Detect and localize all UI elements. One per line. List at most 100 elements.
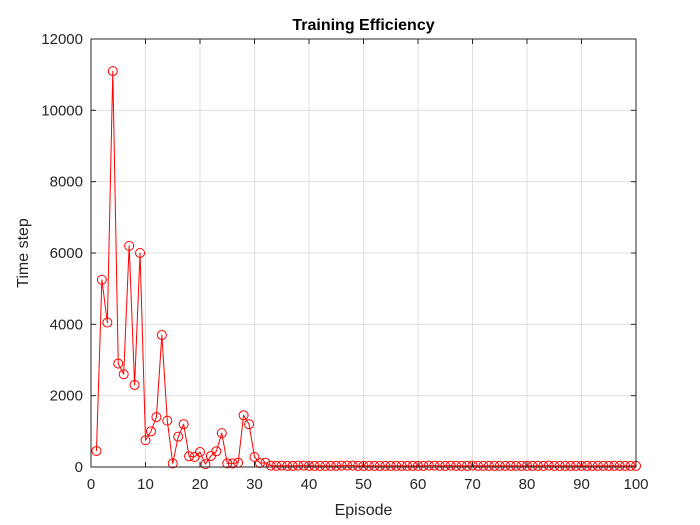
data-point [478, 460, 489, 471]
data-point [342, 460, 353, 471]
data-point [216, 428, 227, 439]
data-point [620, 460, 631, 471]
data-point [483, 460, 494, 471]
data-point [91, 445, 102, 456]
data-point [211, 446, 222, 457]
data-point [554, 460, 565, 471]
data-point [445, 460, 456, 471]
data-point [500, 460, 511, 471]
x-tick-label: 100 [623, 476, 648, 493]
data-point [462, 460, 473, 471]
y-tick-label: 12000 [41, 31, 83, 48]
data-point [369, 460, 380, 471]
data-point [614, 460, 625, 471]
data-point [363, 460, 374, 471]
data-point [325, 460, 336, 471]
data-series [91, 66, 641, 471]
data-point [358, 460, 369, 471]
data-point [107, 66, 118, 77]
data-point [429, 460, 440, 471]
data-point [178, 419, 189, 430]
data-point [222, 458, 233, 469]
x-tick-label: 80 [519, 476, 536, 493]
data-point [587, 460, 598, 471]
data-point [609, 460, 620, 471]
x-tick-label: 50 [355, 476, 372, 493]
data-point [151, 412, 162, 423]
data-point [102, 317, 113, 328]
y-tick-label: 6000 [50, 245, 83, 262]
data-point [603, 460, 614, 471]
data-point [581, 460, 592, 471]
data-point [118, 369, 129, 380]
data-point [282, 460, 293, 471]
data-point [451, 460, 462, 471]
data-point [522, 460, 532, 471]
data-point [385, 460, 396, 471]
data-point [434, 460, 445, 471]
data-point [549, 460, 560, 471]
data-point [380, 460, 391, 471]
data-point [227, 458, 238, 469]
data-point [527, 460, 538, 471]
data-point [265, 460, 276, 471]
data-point [244, 419, 255, 430]
data-point [271, 460, 282, 471]
data-point [511, 460, 522, 471]
y-tick-label: 8000 [50, 174, 83, 191]
data-point [238, 410, 249, 421]
data-point [402, 460, 413, 471]
data-point [140, 435, 151, 446]
data-point [124, 240, 135, 251]
x-axis-label: Episode [335, 502, 393, 519]
data-point [489, 460, 500, 471]
x-tick-label: 40 [301, 476, 318, 493]
data-point [200, 459, 211, 470]
series-line [95, 70, 636, 467]
axis-ticks: 0 10 20 30 40 50 60 70 80 90 100 0 2000 4000 6000 8000 1… [41, 31, 648, 493]
data-point [467, 460, 478, 471]
data-point [625, 460, 636, 471]
data-point [162, 415, 173, 426]
data-point [571, 460, 582, 471]
y-tick-label: 2000 [50, 388, 83, 405]
data-point [113, 358, 124, 369]
data-point [249, 452, 260, 463]
data-point [314, 460, 325, 471]
y-tick-label: 4000 [50, 316, 83, 333]
x-tick-label: 90 [573, 476, 590, 493]
grid-lines [91, 39, 636, 467]
data-point [320, 460, 331, 471]
data-point [576, 460, 587, 471]
data-point [440, 460, 451, 471]
data-point [167, 458, 178, 469]
data-point [407, 460, 418, 471]
data-point [135, 248, 146, 258]
data-point [309, 460, 320, 471]
data-point [418, 460, 429, 471]
data-point [254, 458, 265, 469]
y-tick-label: 10000 [41, 102, 83, 119]
x-tick-label: 0 [87, 476, 95, 493]
chart-title: Training Efficiency [292, 17, 434, 34]
data-point [331, 460, 342, 471]
data-point [304, 460, 314, 471]
data-point [374, 460, 385, 471]
data-point [195, 447, 205, 458]
x-tick-label: 10 [137, 476, 154, 493]
data-point [129, 379, 140, 390]
data-point [276, 460, 287, 471]
data-point [423, 460, 434, 471]
data-point [532, 460, 543, 471]
data-point [293, 460, 304, 471]
data-point [413, 460, 423, 471]
data-point [538, 460, 549, 471]
data-point [173, 431, 184, 442]
data-point [189, 452, 200, 463]
data-point [391, 460, 402, 471]
data-point [298, 460, 309, 471]
y-tick-label: 0 [75, 459, 83, 476]
data-point [184, 451, 195, 462]
data-point [287, 460, 298, 471]
